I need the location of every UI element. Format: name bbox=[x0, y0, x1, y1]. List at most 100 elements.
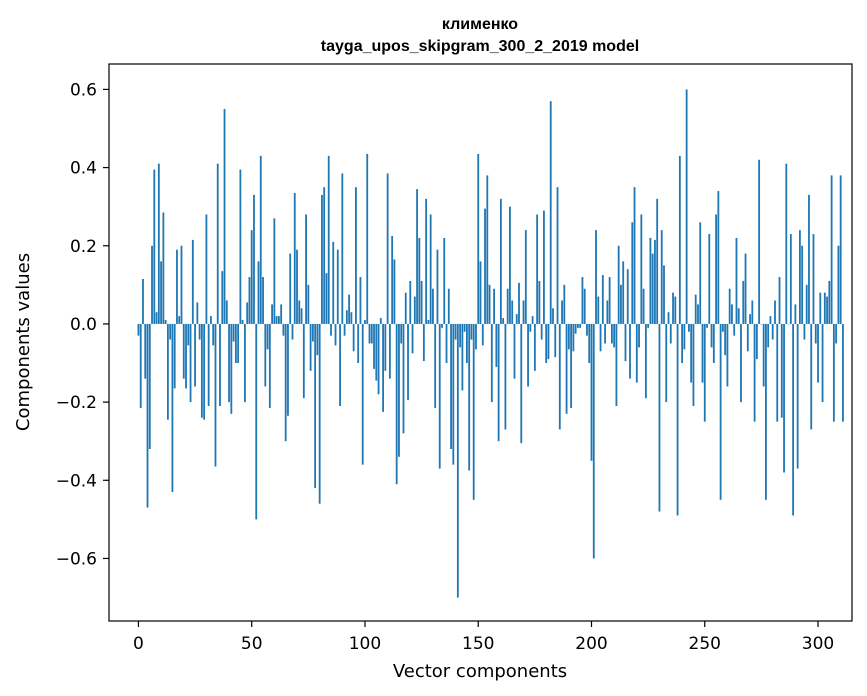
bar bbox=[160, 261, 162, 324]
bar bbox=[355, 187, 357, 324]
bar bbox=[554, 323, 557, 358]
bar bbox=[244, 323, 246, 403]
bar bbox=[388, 323, 391, 379]
bar bbox=[531, 316, 534, 324]
bar bbox=[651, 253, 654, 324]
bar bbox=[499, 198, 502, 324]
bar bbox=[812, 234, 815, 324]
bar bbox=[658, 323, 661, 512]
bar bbox=[765, 323, 767, 500]
bar bbox=[445, 323, 448, 364]
bar bbox=[543, 210, 545, 324]
plot-frame bbox=[108, 63, 853, 622]
bar bbox=[345, 310, 348, 324]
bar bbox=[162, 212, 165, 324]
bar bbox=[749, 314, 751, 324]
bar bbox=[758, 159, 761, 324]
bar bbox=[606, 300, 609, 324]
bar bbox=[493, 288, 495, 324]
bar bbox=[631, 222, 634, 324]
bar bbox=[771, 323, 774, 340]
bar bbox=[189, 323, 192, 403]
bar bbox=[207, 323, 210, 407]
bar bbox=[139, 323, 142, 408]
bar bbox=[289, 253, 292, 324]
bar bbox=[699, 222, 702, 324]
bar bbox=[588, 323, 591, 364]
y-tick-label: 0.0 bbox=[70, 315, 97, 335]
bar bbox=[579, 323, 582, 328]
bar bbox=[386, 173, 389, 324]
bar bbox=[712, 323, 715, 364]
x-tick-label: 300 bbox=[802, 634, 834, 654]
bar bbox=[663, 265, 665, 324]
bar bbox=[463, 323, 466, 332]
bar bbox=[780, 323, 783, 418]
bar bbox=[536, 214, 539, 324]
bar bbox=[228, 323, 230, 403]
bar bbox=[810, 323, 813, 430]
bar bbox=[672, 292, 674, 324]
bar bbox=[563, 284, 566, 324]
bar bbox=[191, 239, 194, 324]
bar bbox=[262, 277, 264, 324]
bar bbox=[513, 323, 516, 379]
bar bbox=[198, 323, 201, 340]
bar bbox=[819, 292, 822, 324]
bar bbox=[325, 273, 328, 324]
bar bbox=[676, 323, 679, 516]
bar bbox=[146, 323, 149, 508]
bar bbox=[601, 275, 604, 324]
x-tick-label: 250 bbox=[689, 634, 721, 654]
bar bbox=[746, 323, 749, 352]
bar bbox=[708, 234, 711, 324]
bar bbox=[742, 280, 745, 324]
bar bbox=[266, 323, 269, 350]
bar bbox=[706, 323, 708, 328]
bar bbox=[418, 237, 421, 324]
bar bbox=[495, 323, 498, 367]
bar bbox=[685, 89, 688, 324]
bar bbox=[323, 187, 326, 324]
bar bbox=[302, 323, 305, 399]
bar bbox=[275, 316, 278, 324]
bar bbox=[432, 288, 434, 324]
bar bbox=[300, 308, 303, 324]
bar bbox=[316, 323, 319, 356]
bar bbox=[171, 323, 174, 493]
bar bbox=[314, 323, 317, 489]
bar bbox=[230, 323, 233, 414]
bar bbox=[359, 277, 362, 324]
x-tick-label: 0 bbox=[133, 634, 144, 654]
bar bbox=[454, 323, 457, 340]
bar bbox=[291, 323, 294, 340]
bar bbox=[814, 323, 817, 344]
bar bbox=[273, 218, 276, 324]
bar bbox=[187, 323, 190, 346]
bar bbox=[719, 323, 722, 500]
bar bbox=[683, 323, 686, 350]
bar bbox=[545, 323, 548, 364]
bar bbox=[413, 296, 416, 324]
y-tick-label: 0.6 bbox=[70, 80, 97, 100]
x-tick-label: 150 bbox=[462, 634, 494, 654]
bar bbox=[590, 323, 593, 461]
bar bbox=[196, 302, 199, 324]
bar bbox=[830, 175, 833, 324]
bar bbox=[647, 323, 650, 328]
bar bbox=[466, 323, 468, 364]
bar bbox=[567, 323, 570, 350]
bar bbox=[783, 323, 785, 473]
bar bbox=[334, 323, 337, 346]
bar bbox=[540, 323, 543, 340]
bar bbox=[393, 259, 396, 324]
bar bbox=[255, 323, 258, 520]
bar bbox=[678, 155, 681, 324]
bar bbox=[715, 214, 717, 324]
x-tick-label: 50 bbox=[241, 634, 263, 654]
bar bbox=[250, 230, 253, 324]
bar bbox=[298, 300, 301, 324]
bar bbox=[477, 153, 480, 324]
bar bbox=[622, 261, 625, 324]
bar bbox=[307, 284, 310, 324]
